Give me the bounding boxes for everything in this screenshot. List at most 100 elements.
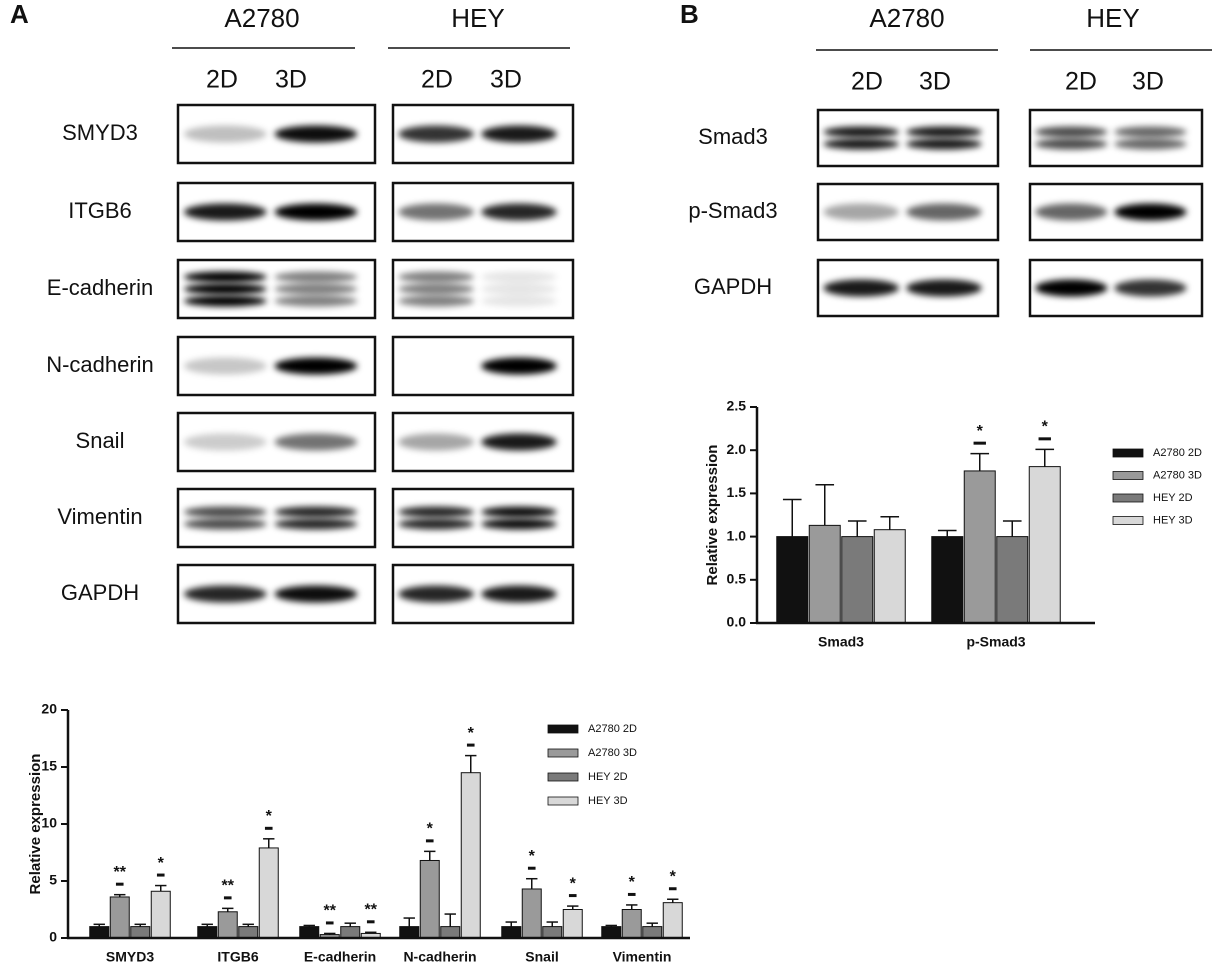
band	[481, 357, 557, 375]
legend-swatch	[547, 796, 579, 806]
bar	[130, 926, 151, 939]
error-bar	[626, 904, 638, 910]
bar	[873, 529, 906, 624]
band	[398, 358, 474, 375]
error-bar	[114, 893, 126, 897]
bar	[1028, 466, 1061, 624]
bar	[340, 926, 361, 939]
band	[183, 203, 267, 221]
error-bar	[403, 917, 415, 927]
protein-label: Snail	[76, 428, 125, 453]
significance-label: *	[977, 423, 984, 440]
blot-frame	[176, 487, 377, 549]
sig-dash	[568, 894, 577, 898]
error-bar	[847, 520, 867, 537]
condition: 2D	[206, 66, 238, 94]
band	[183, 506, 267, 518]
error-bar	[667, 898, 679, 903]
band	[398, 585, 475, 603]
y-tick-label: 1.0	[727, 527, 747, 543]
band	[183, 585, 267, 603]
significance-label: *	[629, 874, 636, 891]
bar	[542, 926, 563, 939]
band	[823, 138, 899, 150]
bar	[399, 926, 420, 939]
bar	[776, 536, 809, 624]
legend-swatch	[547, 772, 579, 782]
error-bar	[365, 931, 377, 934]
significance-label: *	[1042, 419, 1049, 436]
cell-line: HEY	[1086, 3, 1139, 33]
error-bar	[815, 484, 835, 526]
error-bar	[222, 907, 234, 912]
y-axis-title: Relative expression	[27, 754, 44, 895]
sig-dash	[466, 743, 475, 747]
error-bar	[505, 921, 517, 927]
sig-dash	[1038, 437, 1051, 441]
y-tick-label: 10	[41, 815, 57, 831]
x-tick-label: Vimentin	[613, 949, 672, 965]
band	[274, 518, 358, 530]
condition: 3D	[1132, 68, 1164, 96]
blot	[176, 258, 377, 320]
band	[1035, 279, 1108, 297]
bar	[460, 772, 481, 939]
protein-label: GAPDH	[61, 580, 139, 605]
panel-label: B	[680, 0, 699, 29]
error-bar	[344, 922, 356, 927]
blot	[176, 411, 377, 473]
bar	[808, 524, 841, 624]
sig-dash	[264, 826, 273, 830]
legend-swatch	[1112, 448, 1144, 458]
bar	[963, 470, 996, 624]
condition: 3D	[490, 66, 522, 94]
sig-dash	[325, 921, 334, 925]
band	[274, 283, 358, 295]
bar	[931, 536, 964, 624]
blot	[176, 181, 377, 243]
bar	[521, 888, 542, 939]
band	[398, 518, 475, 530]
band	[183, 271, 267, 283]
legend-label: HEY 2D	[588, 771, 628, 783]
cell-line: A2780	[224, 3, 299, 33]
bar	[419, 859, 440, 939]
band	[398, 283, 475, 295]
significance-label: *	[468, 725, 475, 742]
charts: 0.0 0.5 1.0 1.5 2.0 2.5 Relative expression A27…	[27, 398, 1202, 965]
significance-label: *	[529, 848, 536, 865]
bar	[621, 909, 642, 939]
error-bar	[263, 838, 275, 848]
blot	[1028, 108, 1204, 168]
band	[481, 518, 557, 530]
band	[274, 203, 358, 221]
bar	[299, 926, 320, 939]
bar	[217, 911, 238, 939]
error-bar	[134, 923, 146, 927]
band	[481, 203, 557, 221]
x-tick-label: Snail	[525, 949, 558, 965]
sig-dash	[115, 882, 124, 886]
band	[906, 138, 982, 150]
protein-label: Smad3	[698, 124, 768, 149]
legend-label: A2780 2D	[588, 723, 637, 735]
blot	[391, 487, 575, 549]
sig-dash	[223, 896, 232, 900]
blot	[816, 182, 1000, 242]
band	[274, 125, 358, 143]
protein-label: SMYD3	[62, 120, 138, 145]
bar	[601, 926, 622, 939]
error-bar	[424, 850, 436, 861]
band	[274, 585, 358, 603]
legend-label: HEY 3D	[1153, 514, 1193, 526]
band	[1114, 126, 1187, 138]
sig-dash	[156, 873, 165, 877]
blot	[176, 563, 377, 625]
condition: 3D	[275, 66, 307, 94]
band	[274, 506, 358, 518]
legend-swatch	[1112, 516, 1144, 525]
condition: 3D	[919, 68, 951, 96]
error-bar	[155, 884, 167, 892]
significance-label: *	[670, 868, 677, 885]
